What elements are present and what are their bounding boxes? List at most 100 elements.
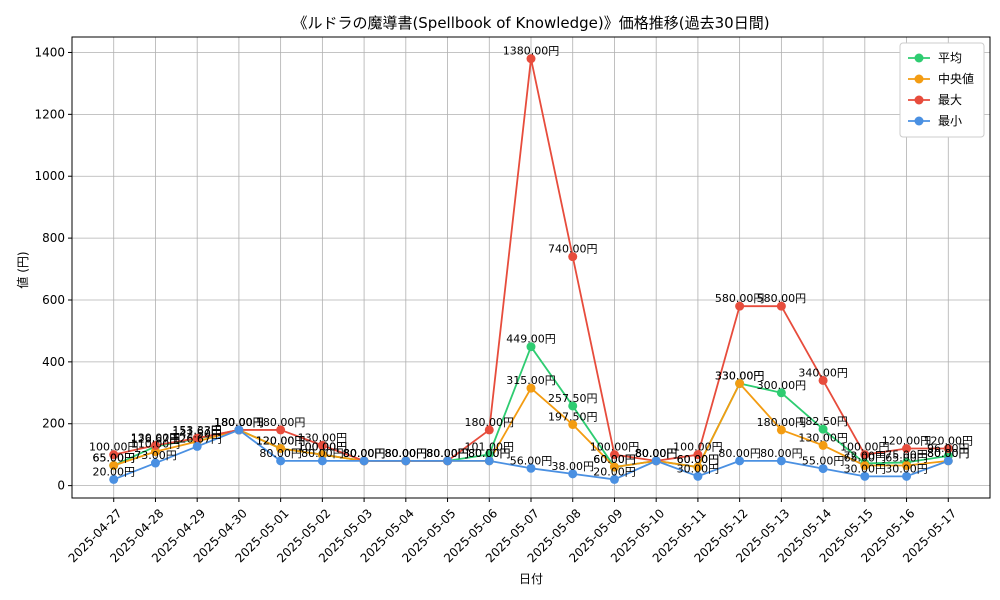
data-label: 80.00円 — [927, 447, 970, 460]
data-label: 180.00円 — [214, 416, 264, 429]
data-label: 30.00円 — [885, 462, 928, 475]
data-point — [735, 456, 745, 466]
data-point — [234, 425, 244, 435]
y-tick-label: 1200 — [34, 107, 65, 121]
data-point — [484, 449, 494, 459]
data-point — [568, 401, 578, 411]
data-label: 55.00円 — [802, 455, 845, 468]
data-point — [317, 456, 327, 466]
data-label: 80.00円 — [635, 447, 678, 460]
data-label: 580.00円 — [715, 292, 765, 305]
y-tick-label: 200 — [42, 417, 65, 431]
data-label: 100.00円 — [840, 441, 890, 454]
data-label: 20.00円 — [593, 465, 636, 478]
data-label: 60.00円 — [593, 453, 636, 466]
data-label: 80.00円 — [385, 447, 428, 460]
data-label: 182.50円 — [798, 415, 848, 428]
y-axis-ticks: 0 200 400 600 800 1000 1200 1400 — [34, 45, 72, 493]
y-tick-label: 1400 — [34, 45, 65, 59]
data-label: 315.00円 — [506, 374, 556, 387]
data-label: 80.00円 — [343, 447, 386, 460]
data-label: 60.00円 — [593, 453, 636, 466]
legend-label: 平均 — [938, 51, 962, 65]
data-point — [526, 54, 536, 64]
data-label: 56.00円 — [510, 454, 553, 467]
data-label: 180.00円 — [256, 416, 306, 429]
y-tick-label: 600 — [42, 293, 65, 307]
data-label: 65.00円 — [844, 452, 887, 465]
data-point — [109, 474, 119, 484]
data-label: 80.00円 — [468, 447, 511, 460]
legend-swatch-marker — [914, 53, 924, 63]
data-point — [609, 474, 619, 484]
data-point — [526, 342, 536, 352]
data-point — [818, 464, 828, 474]
y-tick-label: 800 — [42, 231, 65, 245]
data-label: 80.00円 — [259, 447, 302, 460]
data-label: 300.00円 — [757, 379, 807, 392]
legend-label: 中央値 — [938, 71, 974, 86]
y-tick-label: 400 — [42, 355, 65, 369]
data-label: 80.00円 — [927, 447, 970, 460]
data-point — [109, 461, 119, 471]
data-label: 100.00円 — [298, 441, 348, 454]
data-label: 80.00円 — [343, 447, 386, 460]
data-label: 180.00円 — [214, 416, 264, 429]
data-labels: 65.00円126.67円151.67円180.00円120.00円100.00… — [89, 45, 973, 479]
data-point — [609, 462, 619, 472]
data-point — [150, 447, 160, 457]
data-label: 80.00円 — [635, 447, 678, 460]
data-label: 120.00円 — [256, 434, 306, 447]
data-label: 80.00円 — [385, 447, 428, 460]
data-label: 100.00円 — [590, 441, 640, 454]
data-label: 80.00円 — [760, 447, 803, 460]
data-point — [943, 456, 953, 466]
data-point — [150, 458, 160, 468]
data-label: 197.50円 — [548, 411, 598, 424]
data-label: 120.00円 — [256, 434, 306, 447]
data-label: 120.00円 — [924, 434, 974, 447]
data-point — [317, 450, 327, 460]
data-label: 65.00円 — [92, 452, 135, 465]
data-label: 130.00円 — [131, 431, 181, 444]
y-axis-title: 値 (円) — [15, 251, 30, 288]
data-point — [693, 471, 703, 481]
data-label: 740.00円 — [548, 243, 598, 256]
data-label: 580.00円 — [757, 292, 807, 305]
data-label: 80.00円 — [718, 447, 761, 460]
data-label: 142.50円 — [172, 428, 222, 441]
data-point — [651, 456, 661, 466]
data-point — [776, 425, 786, 435]
data-label: 330.00円 — [715, 370, 765, 383]
data-point — [735, 301, 745, 311]
data-label: 80.00円 — [385, 447, 428, 460]
x-axis-title: 日付 — [519, 572, 543, 586]
data-label: 101.00円 — [465, 440, 515, 453]
data-label: 151.67円 — [172, 425, 222, 438]
data-point — [735, 379, 745, 389]
data-label: 130.00円 — [798, 431, 848, 444]
data-label: 65.00円 — [885, 452, 928, 465]
data-point — [818, 375, 828, 385]
data-point — [818, 424, 828, 434]
data-label: 80.00円 — [426, 447, 469, 460]
data-label: 30.00円 — [844, 462, 887, 475]
data-point — [484, 456, 494, 466]
data-point — [818, 440, 828, 450]
data-label: 80.00円 — [343, 447, 386, 460]
legend-label: 最小 — [938, 114, 962, 128]
data-point — [276, 443, 286, 453]
data-point — [693, 450, 703, 460]
data-label: 73.00円 — [134, 449, 177, 462]
data-point — [192, 433, 202, 443]
data-point — [776, 456, 786, 466]
data-label: 80.00円 — [343, 447, 386, 460]
data-point — [401, 456, 411, 466]
legend-label: 最大 — [938, 93, 962, 107]
data-point — [526, 463, 536, 473]
data-label: 257.50円 — [548, 392, 598, 405]
data-label: 100.00円 — [673, 441, 723, 454]
data-point — [693, 462, 703, 472]
